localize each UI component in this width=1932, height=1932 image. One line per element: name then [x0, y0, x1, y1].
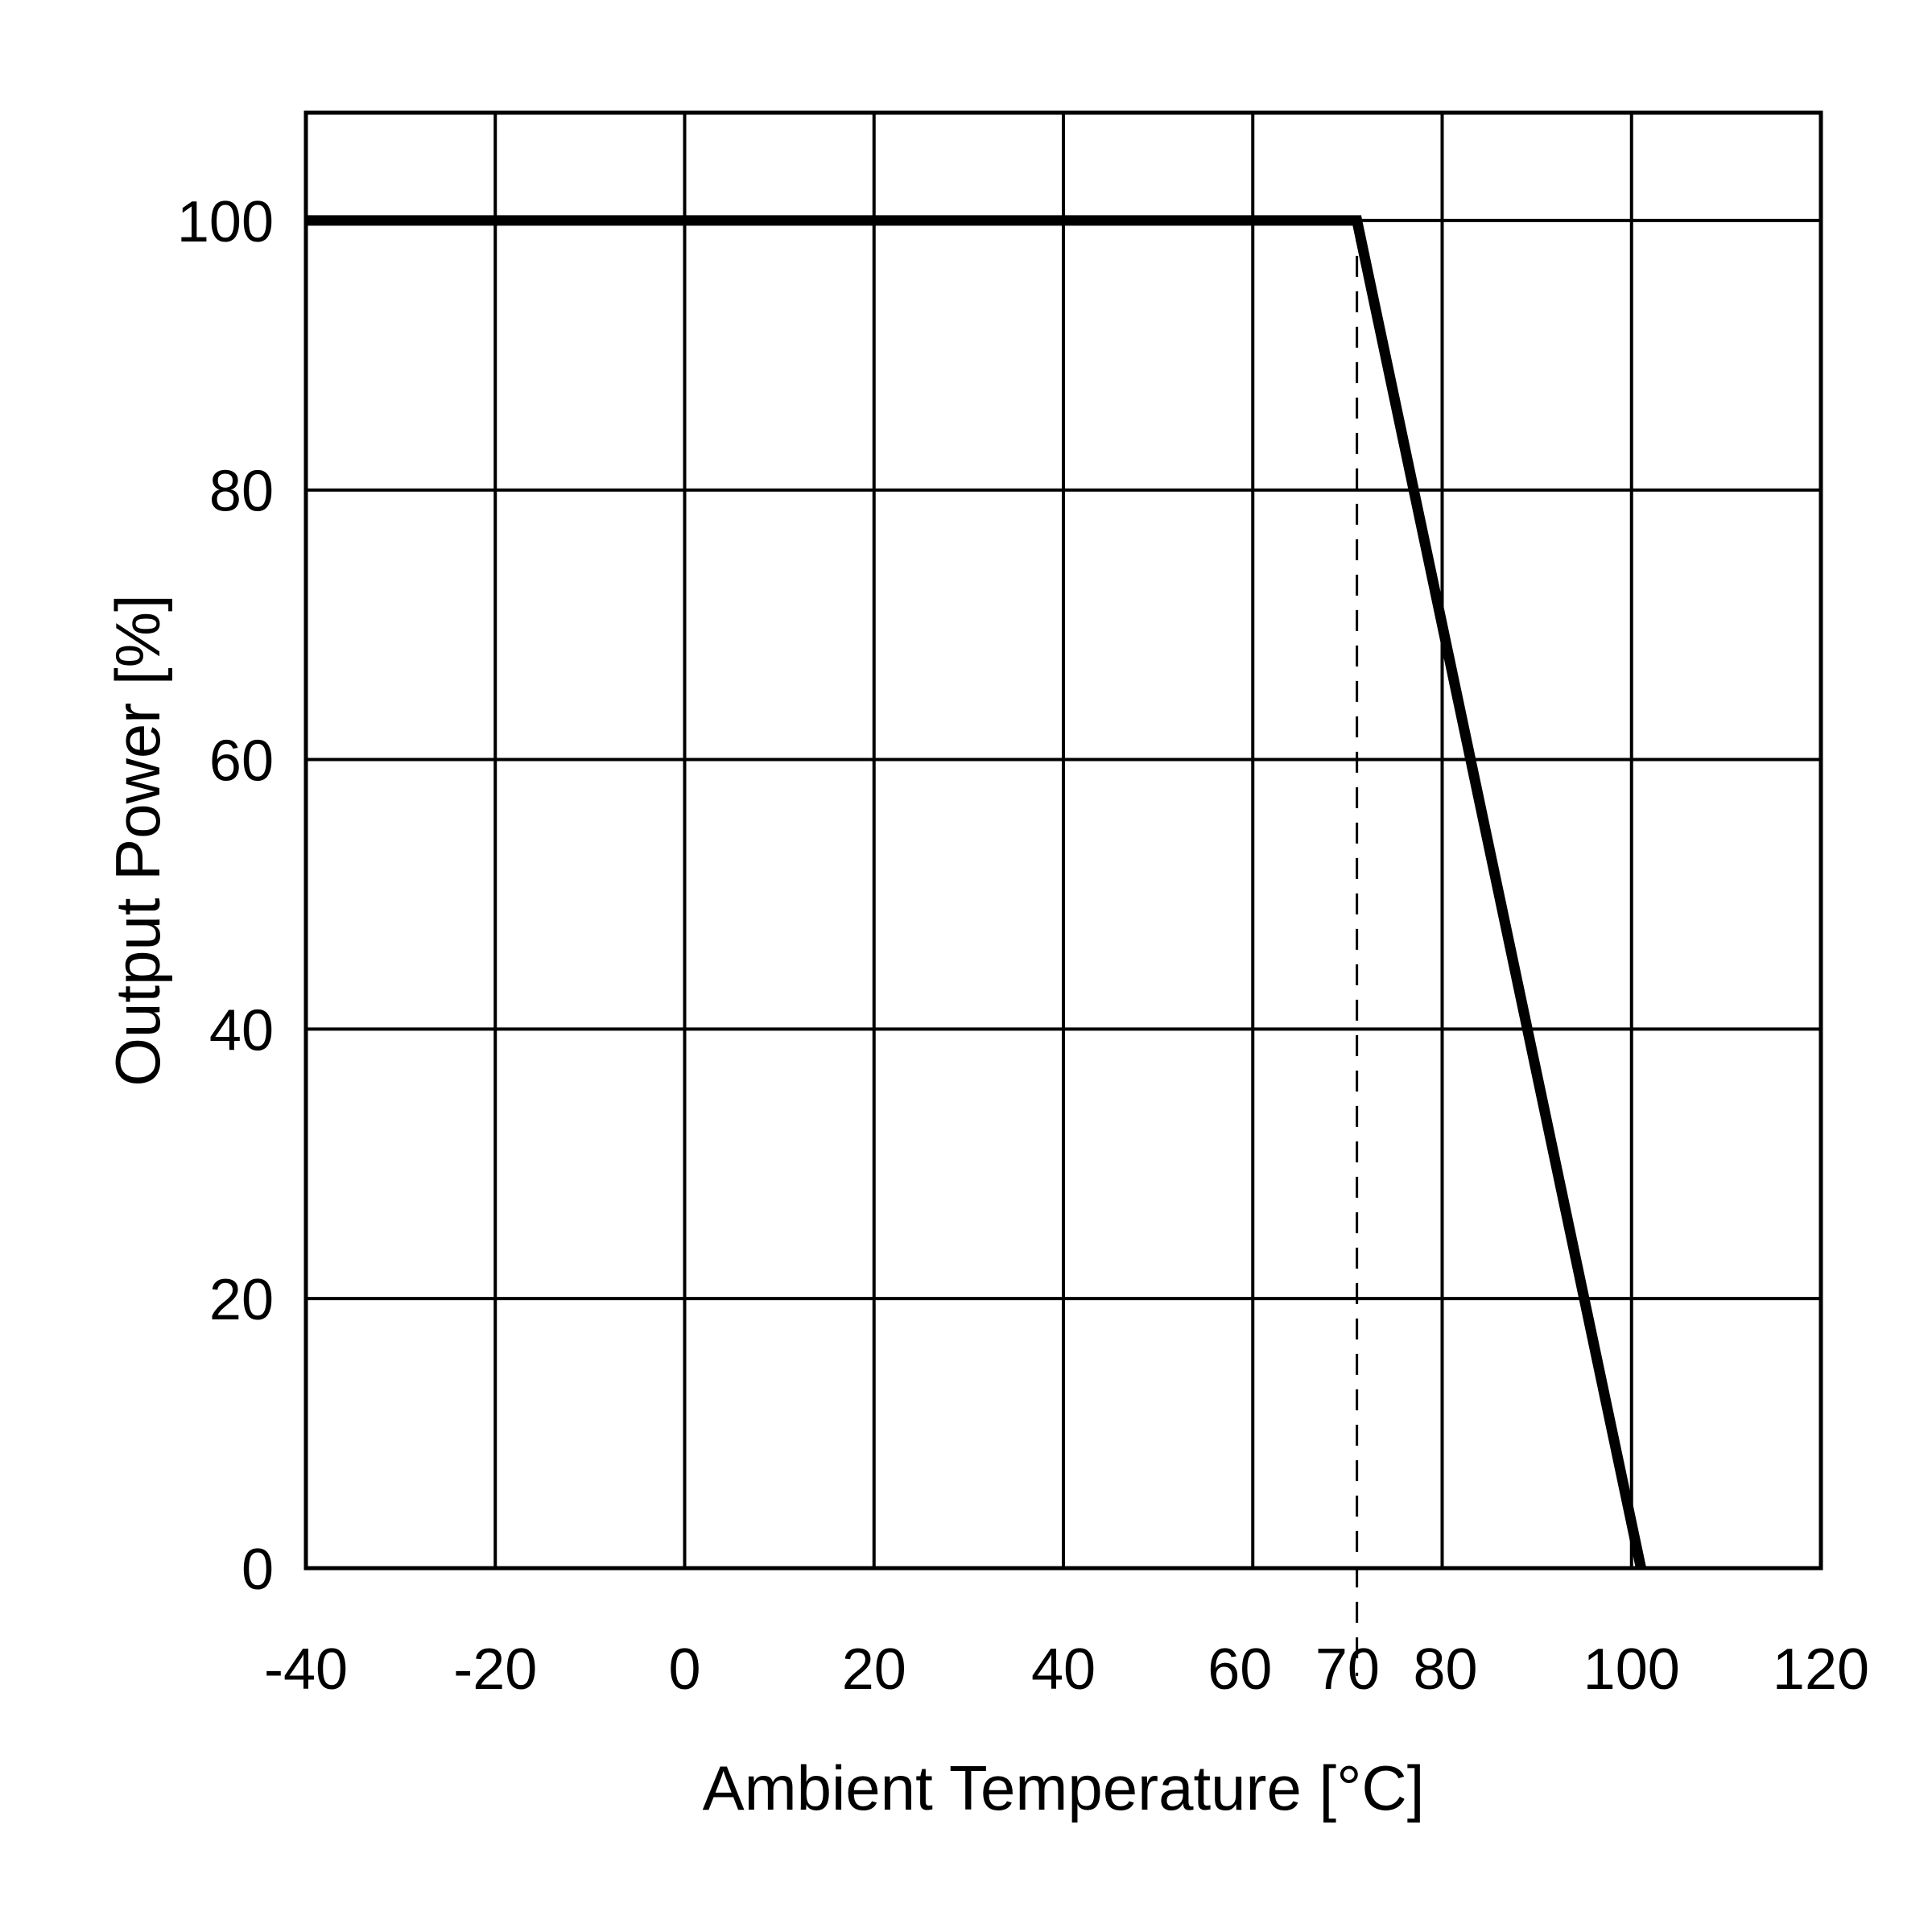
x-tick-label: 80 [1413, 1637, 1477, 1702]
x-tick-label: 70 [1315, 1637, 1380, 1702]
x-tick-label: 100 [1583, 1637, 1680, 1702]
x-tick-label: 40 [1031, 1637, 1096, 1702]
x-tick-label: 60 [1208, 1637, 1272, 1702]
derating-curve [306, 215, 1646, 1570]
x-tick-label: -20 [453, 1637, 537, 1702]
y-tick-label: 20 [209, 1268, 274, 1332]
y-axis-title: Output Power [%] [102, 594, 173, 1086]
x-tick-label: 0 [668, 1637, 700, 1702]
y-tick-label: 60 [209, 729, 274, 794]
y-tick-label: 40 [209, 998, 274, 1063]
plot-frame [303, 110, 1823, 1571]
x-axis-ticks: -40 -20 0 20 40 60 70 80 100 120 [264, 1637, 1869, 1702]
series-layer [306, 215, 1646, 1570]
y-axis-ticks: 0 20 40 60 80 100 [177, 190, 274, 1602]
y-tick-label: 0 [242, 1538, 274, 1602]
y-tick-label: 80 [209, 460, 274, 524]
x-axis-title: Ambient Temperature [°C] [703, 1752, 1425, 1823]
y-tick-label: 100 [177, 190, 274, 254]
x-tick-label: 120 [1773, 1637, 1869, 1702]
x-tick-label: -40 [264, 1637, 348, 1702]
x-tick-label: 20 [842, 1637, 906, 1702]
